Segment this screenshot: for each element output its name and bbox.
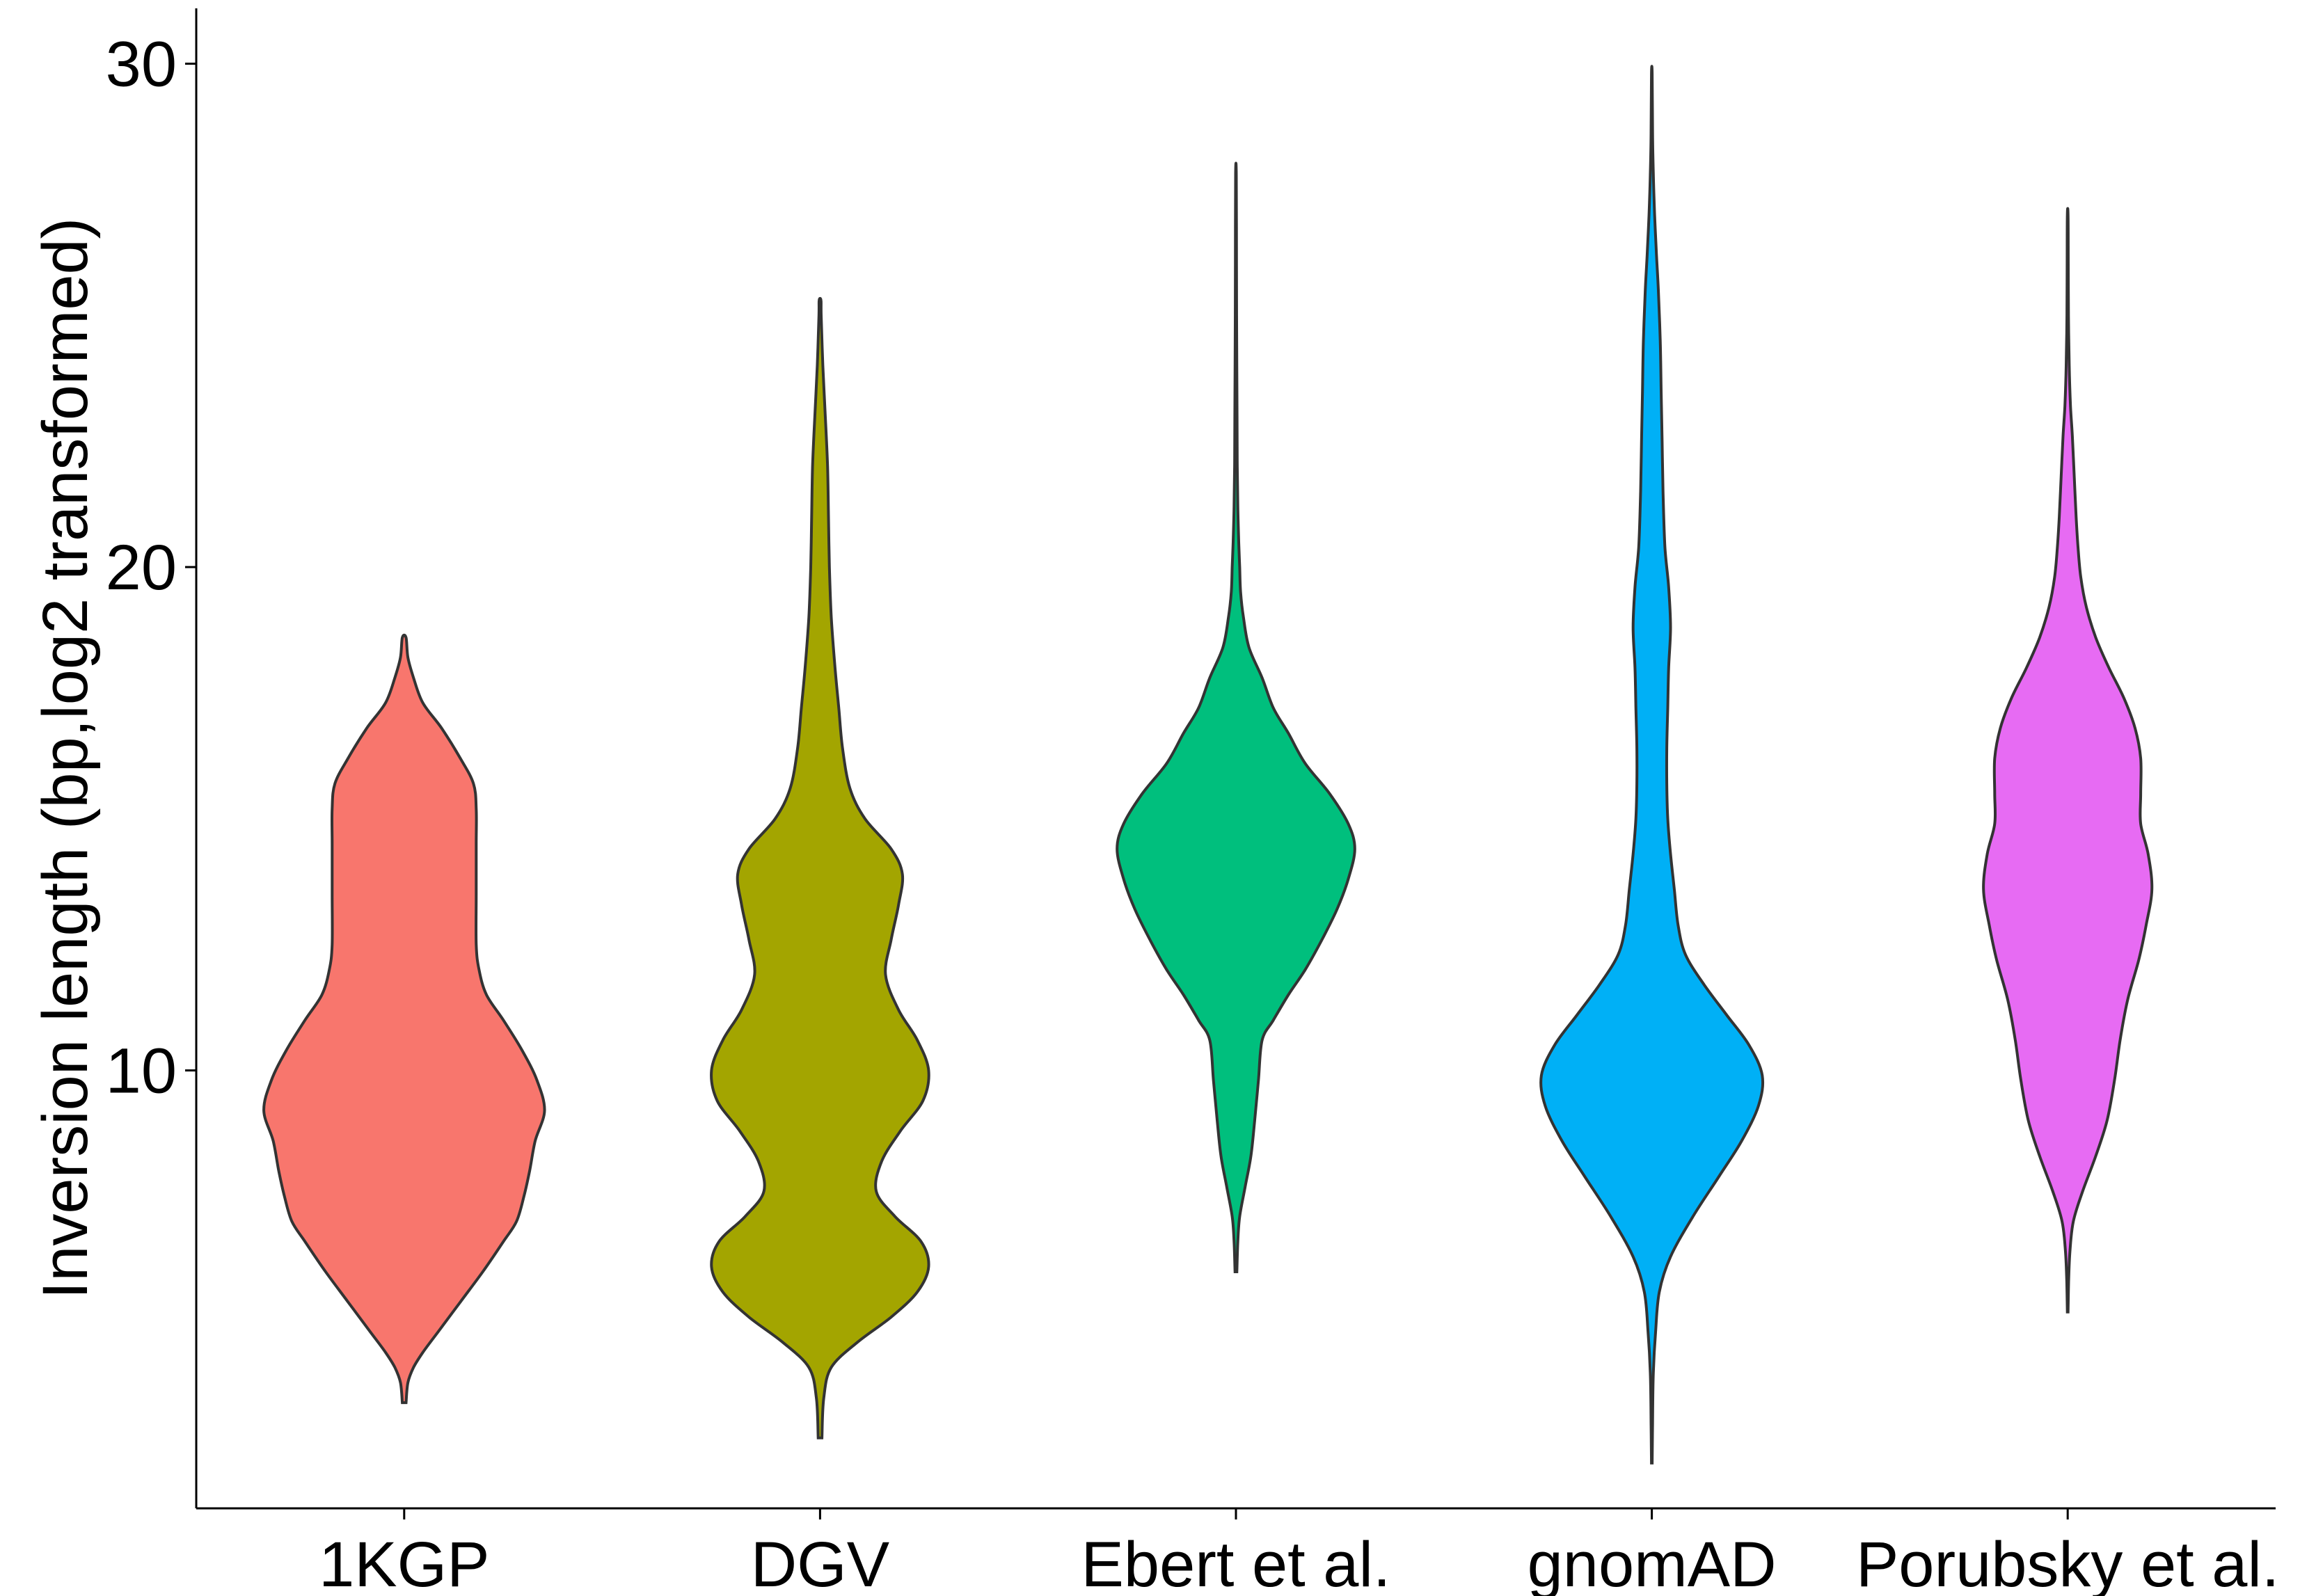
violin-porubsky-et-al [1982, 207, 2154, 1314]
violin-dgv [710, 296, 930, 1439]
y-tick-label: 20 [106, 532, 177, 603]
x-tick-label: 1KGP [319, 1529, 489, 1596]
violin-layer [262, 65, 2154, 1465]
violin-gnomad [1539, 65, 1765, 1465]
x-tick-label: DGV [751, 1529, 889, 1596]
y-axis-ticks: 10 20 30 [106, 29, 196, 1107]
x-axis-ticks: 1KGP DGV Ebert et al. gnomAD Porubsky et al. [319, 1508, 2279, 1596]
x-tick-label: Porubsky et al. [1856, 1529, 2280, 1596]
y-axis-title: Inversion length (bp,log2 transformed) [30, 218, 101, 1300]
y-tick-label: 30 [106, 29, 177, 100]
violin-ebert-et-al [1116, 161, 1356, 1273]
violin-1kgp [262, 633, 546, 1405]
y-tick-label: 10 [106, 1036, 177, 1107]
x-tick-label: gnomAD [1528, 1529, 1777, 1596]
x-tick-label: Ebert et al. [1081, 1529, 1391, 1596]
